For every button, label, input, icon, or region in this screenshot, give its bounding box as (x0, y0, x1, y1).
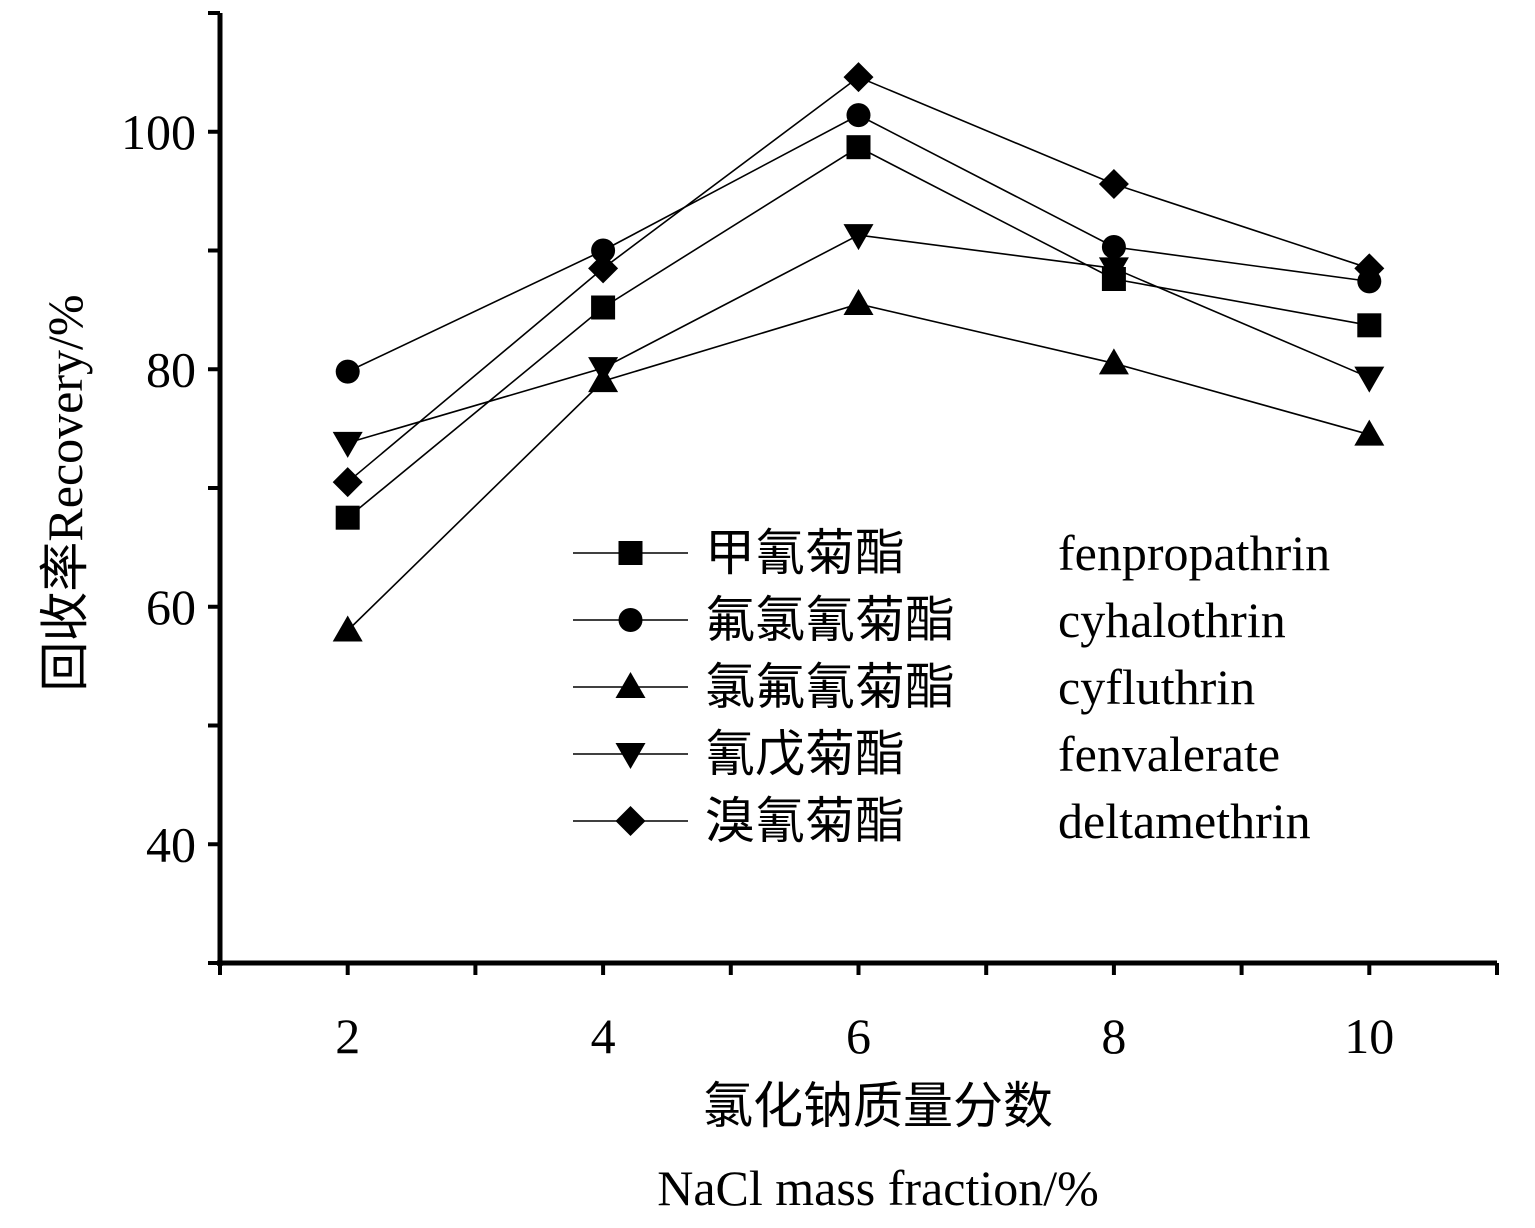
legend-item-fenvalerate: 氰戊菊酯 fenvalerate (573, 726, 1280, 782)
data-point (1101, 234, 1126, 259)
x-axis-title-cn: 氯化钠质量分数 (703, 1078, 1053, 1134)
legend-item-cyhalothrin: 氟氯氰菊酯 cyhalothrin (573, 592, 1286, 648)
series-line (347, 234, 1370, 444)
legend-marker (618, 541, 643, 565)
legend-label-en: cyhalothrin (1058, 592, 1286, 648)
data-point (332, 467, 363, 498)
y-tick-label: 80 (146, 341, 196, 397)
data-point (332, 615, 363, 642)
data-point (332, 431, 363, 458)
legend-label-cn: 甲氰菊酯 (705, 525, 905, 581)
data-point (335, 505, 360, 530)
legend-label-cn: 氰戊菊酯 (705, 726, 905, 782)
data-point (588, 357, 619, 384)
legend: 甲氰菊酯 fenpropathrin 氟氯氰菊酯 cyhalothrin 氯氟氰菊酯 cy… (573, 525, 1330, 849)
series-deltamethrin (332, 62, 1385, 498)
axes: 40 60 80 100 2 4 6 8 10 (121, 11, 1499, 1064)
data-point (843, 62, 874, 93)
data-point (843, 224, 874, 251)
y-axis-title: 回收率Recovery/% (37, 294, 93, 691)
data-point (1354, 419, 1385, 446)
data-point (1098, 169, 1129, 199)
y-tick-label: 60 (146, 579, 196, 635)
x-axis-title-en: NaCl mass fraction/% (657, 1160, 1099, 1216)
legend-marker (615, 672, 646, 698)
y-tick-label: 40 (146, 816, 196, 872)
data-point (1354, 366, 1385, 393)
legend-marker (615, 806, 646, 836)
x-tick-label: 4 (591, 1008, 616, 1064)
series-layer (332, 62, 1385, 642)
y-tick-label: 100 (121, 104, 196, 160)
data-point (1354, 253, 1385, 284)
series-line (347, 146, 1370, 519)
x-tick-label: 8 (1101, 1008, 1126, 1064)
data-point (846, 135, 871, 160)
legend-marker (618, 608, 643, 632)
series-fenpropathrin (335, 135, 1382, 530)
legend-item-deltamethrin: 溴氰菊酯 deltamethrin (573, 793, 1311, 849)
x-tick-label: 10 (1344, 1008, 1394, 1064)
legend-item-fenpropathrin: 甲氰菊酯 fenpropathrin (573, 525, 1330, 581)
legend-label-en: fenpropathrin (1058, 525, 1330, 581)
legend-label-cn: 氯氟氰菊酯 (705, 659, 955, 715)
x-tick-label: 6 (846, 1008, 871, 1064)
data-point (1098, 257, 1129, 284)
series-cyfluthrin (332, 288, 1385, 642)
data-point (1357, 313, 1382, 338)
legend-label-en: deltamethrin (1058, 793, 1311, 849)
legend-label-en: cyfluthrin (1058, 659, 1255, 715)
series-fenvalerate (332, 224, 1385, 458)
legend-label-cn: 溴氰菊酯 (705, 793, 905, 849)
data-point (843, 288, 874, 315)
legend-item-cyfluthrin: 氯氟氰菊酯 cyfluthrin (573, 659, 1255, 715)
data-point (335, 359, 360, 384)
data-point (591, 295, 616, 320)
x-tick-label: 2 (335, 1008, 360, 1064)
legend-label-en: fenvalerate (1058, 726, 1280, 782)
data-point (846, 103, 871, 128)
data-point (588, 253, 619, 284)
data-point (1098, 348, 1129, 375)
data-point (591, 238, 616, 263)
legend-label-cn: 氟氯氰菊酯 (705, 592, 955, 648)
legend-marker (615, 743, 646, 769)
